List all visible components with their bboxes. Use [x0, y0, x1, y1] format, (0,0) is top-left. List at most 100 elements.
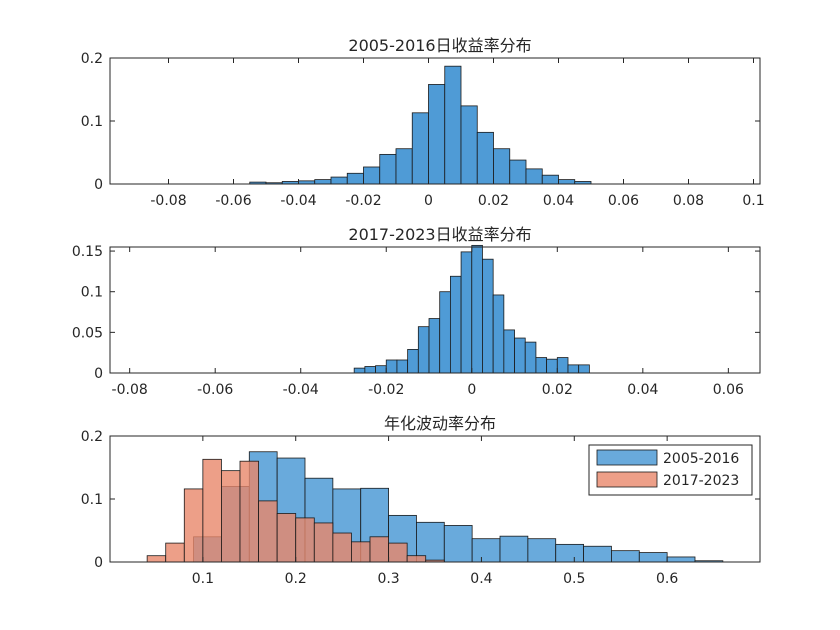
histogram-bar	[527, 538, 557, 563]
histogram-bar	[395, 148, 413, 185]
histogram-bar	[444, 65, 462, 185]
histogram-bar	[611, 550, 640, 563]
x-tick-label: -0.02	[345, 193, 381, 209]
y-tick-label: 0.1	[81, 492, 103, 508]
series-2017-2023	[353, 244, 590, 374]
y-tick-label: 0	[94, 555, 103, 571]
legend-swatch	[596, 449, 658, 466]
histogram-bar	[364, 366, 376, 374]
histogram-bar	[460, 251, 473, 374]
x-tick-label: -0.02	[368, 382, 404, 398]
histogram-bar	[406, 555, 427, 563]
x-tick-label: 0.04	[543, 193, 574, 209]
x-tick-label: 0.1	[192, 571, 214, 587]
x-tick-label: 0.1	[742, 193, 764, 209]
histogram-bar	[476, 131, 494, 185]
histogram-bar	[555, 543, 584, 563]
x-tick-label: 0.08	[673, 193, 704, 209]
histogram-bar	[499, 535, 529, 563]
series-2005-2016	[249, 65, 592, 185]
histogram-bar	[541, 174, 559, 185]
x-tick-label: 0.02	[542, 382, 573, 398]
x-tick-label: 0	[424, 193, 433, 209]
legend-label: 2017-2023	[663, 473, 739, 489]
histogram-bar	[471, 244, 483, 374]
legend-swatch	[596, 471, 658, 488]
histogram-bar	[379, 153, 397, 185]
chart-panel-2: -0.08 -0.06 -0.04 -0.02 0 0.02 0.04 0.06 0 0.05 0.…	[72, 225, 761, 398]
x-tick-label: -0.08	[150, 193, 186, 209]
histogram-bar	[369, 536, 389, 563]
histogram-bar	[583, 545, 612, 563]
x-tick-label: 0.2	[285, 571, 307, 587]
histogram-bar	[524, 341, 537, 374]
histogram-bar	[558, 179, 576, 185]
y-tick-label: 0	[94, 177, 103, 193]
histogram-bar	[346, 172, 364, 185]
x-tick-label: -0.08	[112, 382, 148, 398]
histogram-bar	[428, 318, 441, 374]
histogram-bar	[375, 365, 387, 374]
histogram-bar	[276, 513, 297, 563]
x-tick-label: 0.06	[713, 382, 744, 398]
chart-panel-3: 0.1 0.2 0.3 0.4 0.5 0.6 0 0.1 0.2 年化波动率分布 2005-201…	[81, 414, 761, 587]
histogram-bar	[460, 105, 478, 185]
x-tick-label: 0.6	[656, 571, 678, 587]
histogram-bar	[493, 148, 511, 185]
x-tick-label: 0.5	[563, 571, 585, 587]
histogram-bar	[449, 275, 462, 374]
histogram-bar	[295, 517, 315, 563]
x-tick-label: 0.4	[470, 571, 492, 587]
x-tick-label: -0.04	[280, 193, 316, 209]
histogram-bar	[183, 488, 204, 563]
legend-label: 2005-2016	[663, 451, 739, 467]
histogram-bar	[165, 542, 185, 563]
histogram-bar	[428, 84, 446, 185]
legend: 2005-2016 2017-2023	[588, 444, 753, 496]
histogram-bar	[578, 364, 590, 374]
histogram-bar	[407, 349, 419, 374]
histogram-bar	[330, 176, 348, 185]
y-tick-label: 0.1	[81, 114, 103, 130]
y-tick-label: 0.05	[72, 325, 103, 341]
histogram-bar	[396, 359, 409, 374]
histogram-bar	[314, 179, 332, 185]
histogram-bar	[638, 552, 668, 563]
axes-box	[109, 246, 761, 374]
histogram-bar	[514, 337, 526, 374]
x-tick-label: 0.06	[608, 193, 639, 209]
histogram-bar	[492, 294, 505, 374]
x-tick-label: 0.3	[377, 571, 399, 587]
histogram-bar	[567, 364, 580, 374]
x-tick-label: -0.06	[215, 193, 251, 209]
series-2017-2023	[146, 458, 445, 563]
x-tick-label: -0.06	[197, 382, 233, 398]
histogram-bar	[411, 112, 429, 185]
histogram-bar	[535, 357, 548, 374]
histogram-bar	[439, 291, 451, 374]
histogram-bar	[353, 367, 366, 374]
histogram-bar	[239, 460, 259, 563]
histogram-bar	[202, 458, 222, 563]
chart-panel-1: -0.08 -0.06 -0.04 -0.02 0 0.02 0.04 0.06 0.08 0.1…	[81, 36, 765, 209]
x-tick-label: 0.02	[478, 193, 509, 209]
chart-title: 2005-2016日收益率分布	[348, 36, 531, 55]
x-tick-label: 0	[467, 382, 476, 398]
chart-title: 年化波动率分布	[384, 414, 496, 433]
x-tick-label: -0.04	[283, 382, 319, 398]
histogram-bar	[509, 159, 527, 185]
histogram-bar	[146, 555, 167, 563]
histogram-bar	[443, 525, 473, 563]
histogram-bar	[351, 541, 371, 563]
histogram-bar	[385, 359, 398, 374]
histogram-bar	[556, 357, 569, 374]
histogram-bar	[388, 542, 408, 563]
chart-title: 2017-2023日收益率分布	[348, 225, 531, 244]
histogram-bar	[666, 556, 696, 563]
y-tick-label: 0	[94, 366, 103, 382]
histogram-bar	[332, 532, 352, 563]
histogram-bar	[471, 538, 501, 563]
histogram-bar	[363, 166, 381, 185]
y-tick-label: 0.2	[81, 429, 103, 445]
